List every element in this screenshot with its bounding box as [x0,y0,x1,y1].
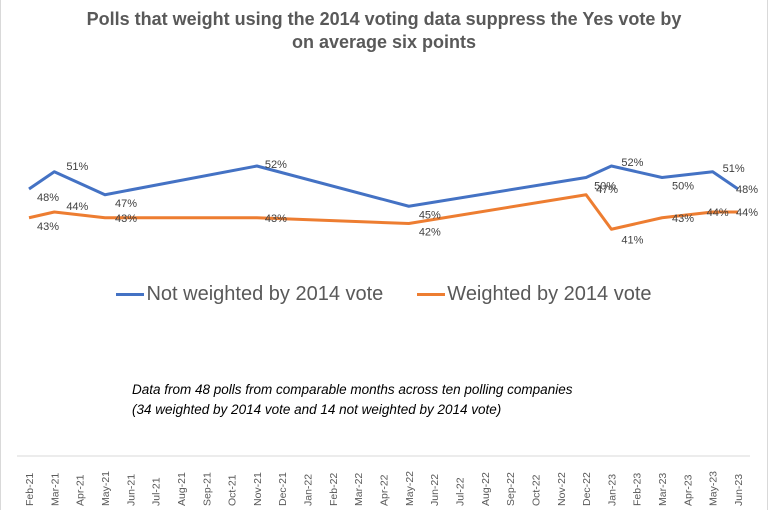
data-label: 43% [265,213,287,225]
data-label: 51% [723,163,745,175]
x-tick-label: May-21 [100,471,112,506]
x-tick-label: Aug-21 [176,472,188,506]
x-tick-label: Jan-22 [303,474,315,506]
legend-item-not-weighted: Not weighted by 2014 vote [116,283,383,306]
legend-swatch-not-weighted [116,293,145,296]
chart-title-line-2: on average six points [291,32,477,52]
series-line-weighted [28,193,738,231]
x-tick-label: Feb-23 [632,473,644,506]
legend-label-not-weighted: Not weighted by 2014 vote [146,283,384,305]
x-tick-label: Sep-21 [201,472,213,506]
x-tick-label: Apr-21 [75,474,87,506]
data-label: 45% [419,209,441,221]
series-line-not-weighted [28,164,739,208]
legend-item-weighted: Weighted by 2014 vote [417,283,652,306]
x-tick-label: May-22 [404,471,416,506]
chart-title: Polls that weight using the 2014 voting … [0,8,768,54]
x-tick-label: Nov-21 [252,472,264,506]
x-tick-label: Nov-22 [556,472,568,506]
chart-legend: Not weighted by 2014 vote Weighted by 20… [0,283,768,306]
x-tick-label: Jul-22 [454,477,466,506]
data-label: 47% [596,184,618,196]
x-tick-label: Aug-22 [480,472,492,506]
legend-label-weighted: Weighted by 2014 vote [447,283,652,305]
data-label: 44% [66,201,88,213]
x-tick-label: Sep-22 [505,472,517,506]
x-tick-label: Oct-21 [227,474,239,506]
x-tick-label: Oct-22 [530,474,542,506]
data-label: 48% [736,184,758,196]
data-label: 44% [707,207,729,219]
x-tick-label: Jun-23 [733,474,745,506]
data-label: 50% [672,181,694,193]
data-label: 43% [115,213,137,225]
data-label: 43% [37,221,59,233]
x-tick-label: Dec-22 [581,472,593,506]
x-tick-label: Feb-21 [24,473,36,506]
legend-swatch-weighted [417,293,446,296]
data-label: 43% [672,213,694,225]
data-label: 52% [265,159,287,171]
data-label: 41% [621,234,643,246]
x-tick-label: Jun-22 [429,474,441,506]
x-tick-label: Jun-21 [125,474,137,506]
x-tick-label: May-23 [708,471,720,506]
x-tick-label: Jul-21 [151,477,163,506]
x-tick-label: Mar-22 [353,473,365,506]
data-label: 48% [37,192,59,204]
data-label: 44% [736,207,758,219]
x-tick-label: Feb-22 [328,473,340,506]
x-tick-label: Apr-23 [682,474,694,506]
data-label: 50% [594,181,616,193]
data-label: 51% [66,161,88,173]
data-label: 47% [115,198,137,210]
annotation-line-2: (34 weighted by 2014 vote and 14 not wei… [132,402,502,417]
chart-title-line-1: Polls that weight using the 2014 voting … [86,9,682,29]
chart-annotation: Data from 48 polls from comparable month… [132,380,572,420]
x-tick-label: Mar-23 [657,473,669,506]
data-label: 42% [419,227,441,239]
data-label: 52% [621,157,643,169]
x-tick-label: Dec-21 [277,472,289,506]
x-tick-label: Apr-22 [379,474,391,506]
x-tick-label: Jan-23 [606,474,618,506]
x-tick-label: Mar-21 [49,473,61,506]
annotation-line-1: Data from 48 polls from comparable month… [132,382,573,397]
